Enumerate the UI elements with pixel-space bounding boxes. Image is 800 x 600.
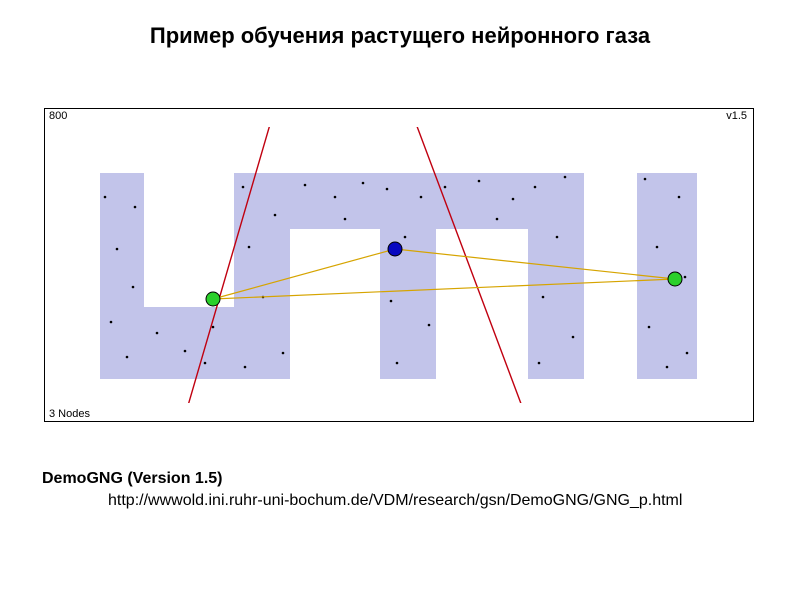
signal-dot bbox=[132, 286, 135, 289]
signal-dot bbox=[396, 362, 399, 365]
region-block bbox=[528, 173, 584, 379]
signal-dot bbox=[282, 352, 285, 355]
signal-dot bbox=[538, 362, 541, 365]
signal-dot bbox=[404, 236, 407, 239]
slide-title: Пример обучения растущего нейронного газ… bbox=[0, 0, 800, 60]
region-block bbox=[436, 173, 528, 229]
reference-title: DemoGNG (Version 1.5) bbox=[42, 470, 762, 488]
gng-node bbox=[668, 272, 682, 286]
signal-dot bbox=[212, 326, 215, 329]
signal-dot bbox=[362, 182, 365, 185]
signal-dot bbox=[274, 214, 277, 217]
gng-node bbox=[388, 242, 402, 256]
signal-dot bbox=[512, 198, 515, 201]
signal-dot bbox=[242, 186, 245, 189]
signal-dot bbox=[678, 196, 681, 199]
simulation-panel: 800 v1.5 3 Nodes bbox=[44, 108, 754, 422]
signal-dot bbox=[644, 178, 647, 181]
slide: Пример обучения растущего нейронного газ… bbox=[0, 0, 800, 600]
signal-dot bbox=[666, 366, 669, 369]
signal-dot bbox=[386, 188, 389, 191]
iteration-counter: 800 bbox=[49, 110, 67, 122]
region-block bbox=[290, 173, 380, 229]
signal-dot bbox=[156, 332, 159, 335]
region-block bbox=[144, 307, 234, 379]
signal-dot bbox=[428, 324, 431, 327]
gng-node bbox=[206, 292, 220, 306]
signal-dot bbox=[204, 362, 207, 365]
signal-dot bbox=[334, 196, 337, 199]
signal-dot bbox=[304, 184, 307, 187]
input-region bbox=[100, 173, 697, 379]
region-block bbox=[100, 173, 144, 379]
node-count-label: 3 Nodes bbox=[49, 408, 90, 420]
signal-dot bbox=[496, 218, 499, 221]
signal-dot bbox=[572, 336, 575, 339]
signal-dot bbox=[134, 206, 137, 209]
signal-dot bbox=[656, 246, 659, 249]
signal-dot bbox=[564, 176, 567, 179]
signal-dot bbox=[648, 326, 651, 329]
signal-dot bbox=[110, 321, 113, 324]
signal-dot bbox=[686, 352, 689, 355]
signal-dot bbox=[478, 180, 481, 183]
gng-canvas bbox=[45, 127, 753, 403]
signal-dot bbox=[244, 366, 247, 369]
signal-dot bbox=[556, 236, 559, 239]
signal-dot bbox=[104, 196, 107, 199]
signal-dot bbox=[444, 186, 447, 189]
signal-dot bbox=[390, 300, 393, 303]
signal-dot bbox=[116, 248, 119, 251]
reference-block: DemoGNG (Version 1.5) http://wwwold.ini.… bbox=[42, 470, 762, 510]
signal-dot bbox=[420, 196, 423, 199]
region-block bbox=[380, 173, 436, 379]
reference-url: http://wwwold.ini.ruhr-uni-bochum.de/VDM… bbox=[42, 492, 762, 510]
version-label: v1.5 bbox=[726, 110, 747, 122]
signal-dot bbox=[534, 186, 537, 189]
signal-dot bbox=[248, 246, 251, 249]
panel-frame: 800 v1.5 3 Nodes bbox=[44, 108, 754, 422]
signal-dot bbox=[126, 356, 129, 359]
signal-dot bbox=[184, 350, 187, 353]
region-block bbox=[234, 173, 290, 379]
signal-dot bbox=[684, 276, 687, 279]
signal-dot bbox=[542, 296, 545, 299]
signal-dot bbox=[344, 218, 347, 221]
